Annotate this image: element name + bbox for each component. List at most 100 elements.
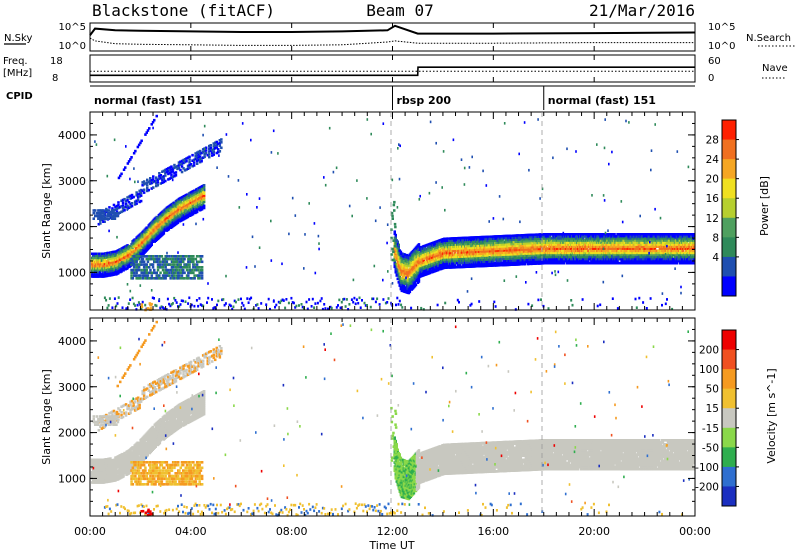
- rti-cell: [513, 257, 516, 260]
- rti-cell: [454, 249, 457, 253]
- rti-cell: [530, 254, 534, 257]
- rti-cell: [517, 234, 520, 237]
- rti-cell: [588, 257, 591, 261]
- rti-cell: [437, 241, 441, 245]
- rti-cell: [423, 246, 427, 250]
- rti-cell: [535, 233, 539, 236]
- rti-cell: [635, 245, 638, 248]
- cpid-segment-label: normal (fast) 151: [548, 94, 656, 107]
- rti-cell: [200, 187, 204, 190]
- rti-cell: [509, 251, 512, 254]
- noise-left-tick-bottom: 10^0: [59, 41, 86, 52]
- rti-cell: [454, 261, 457, 265]
- rti-cell: [503, 249, 506, 252]
- rti-cell: [490, 237, 493, 241]
- rti-cell: [401, 265, 405, 268]
- rti-cell: [543, 251, 547, 255]
- rti-cell: [641, 261, 645, 265]
- rti-cell: [570, 247, 573, 250]
- rti-cell: [652, 259, 656, 263]
- rti-cell: [483, 252, 486, 255]
- rti-cell: [126, 266, 129, 270]
- rti-cell: [107, 251, 110, 255]
- rti-cell: [597, 249, 600, 253]
- rti-cell: [627, 249, 630, 253]
- rti-cell: [419, 254, 423, 257]
- rti-cell: [605, 249, 608, 253]
- rti-cell: [600, 251, 603, 255]
- rti-cell: [202, 206, 206, 210]
- rti-cell: [100, 273, 103, 276]
- rti-cell: [488, 235, 491, 239]
- rti-cell: [549, 249, 553, 253]
- rti-cell: [411, 260, 415, 263]
- rti-cell: [202, 196, 206, 199]
- rti-cell: [537, 241, 541, 245]
- rti-cell: [542, 243, 546, 246]
- rti-cell: [487, 254, 490, 257]
- rti-cell: [631, 239, 634, 242]
- rti-cell: [92, 258, 95, 262]
- rti-cell: [613, 233, 616, 236]
- rti-cell: [187, 210, 191, 214]
- rti-cell: [662, 257, 666, 261]
- rti-cell: [184, 208, 188, 211]
- rti-cell: [459, 243, 462, 246]
- rti-cell: [123, 266, 126, 269]
- rti-cell: [424, 260, 428, 264]
- rti-cell: [526, 256, 530, 260]
- noise-series-sky: [89, 24, 696, 36]
- rti-cell: [645, 261, 649, 265]
- rti-cell: [599, 257, 602, 261]
- rti-cell: [516, 259, 519, 262]
- rti-cell: [555, 249, 559, 253]
- rti-cell: [202, 192, 206, 195]
- rti-cell: [511, 246, 514, 250]
- rti-cell: [451, 251, 454, 255]
- rti-cell: [436, 239, 440, 243]
- rti-cell: [425, 264, 429, 267]
- rti-cell: [537, 253, 541, 257]
- rti-cell: [646, 249, 650, 253]
- rti-cell: [177, 199, 181, 203]
- freq-panel: Freq. [MHz] 18 8 60 0 Nave: [3, 54, 788, 84]
- rti-cell: [572, 259, 575, 263]
- rti-cell: [465, 259, 468, 262]
- rti-cell: [406, 276, 410, 280]
- rti-cell: [491, 264, 494, 267]
- rti-cell: [499, 259, 502, 263]
- rti-cell: [132, 261, 135, 265]
- freq-tick-bottom: 8: [52, 73, 58, 84]
- rti-cell: [547, 237, 551, 240]
- rti-cell: [403, 253, 407, 256]
- rti-cell: [400, 289, 404, 293]
- rti-cell: [119, 266, 122, 270]
- rti-cell: [534, 245, 538, 249]
- rti-cell: [428, 255, 432, 258]
- rti-cell: [534, 262, 538, 265]
- rti-cell: [464, 249, 467, 252]
- rti-cell: [552, 251, 556, 255]
- rti-cell: [499, 255, 502, 259]
- rti-cell: [98, 275, 101, 278]
- rti-cell: [521, 244, 525, 247]
- rti-cell: [422, 259, 426, 262]
- rti-cell: [198, 202, 202, 206]
- freq-label-line1: Freq.: [3, 56, 28, 67]
- rti-cell: [426, 262, 430, 265]
- rti-cell: [446, 237, 450, 240]
- rti-cell: [570, 233, 573, 236]
- rti-cell: [479, 246, 482, 249]
- rti-cell: [548, 235, 552, 238]
- rti-cell: [454, 263, 457, 267]
- rti-cell: [641, 241, 645, 244]
- rti-cell: [540, 243, 544, 247]
- rti-cell: [640, 233, 643, 236]
- rti-cell: [466, 248, 469, 252]
- rti-cell: [658, 243, 662, 246]
- rti-cell: [444, 245, 448, 249]
- rti-cell: [399, 250, 403, 254]
- rti-cell: [458, 241, 461, 244]
- rti-cell: [169, 218, 173, 221]
- rti-cell: [509, 234, 512, 238]
